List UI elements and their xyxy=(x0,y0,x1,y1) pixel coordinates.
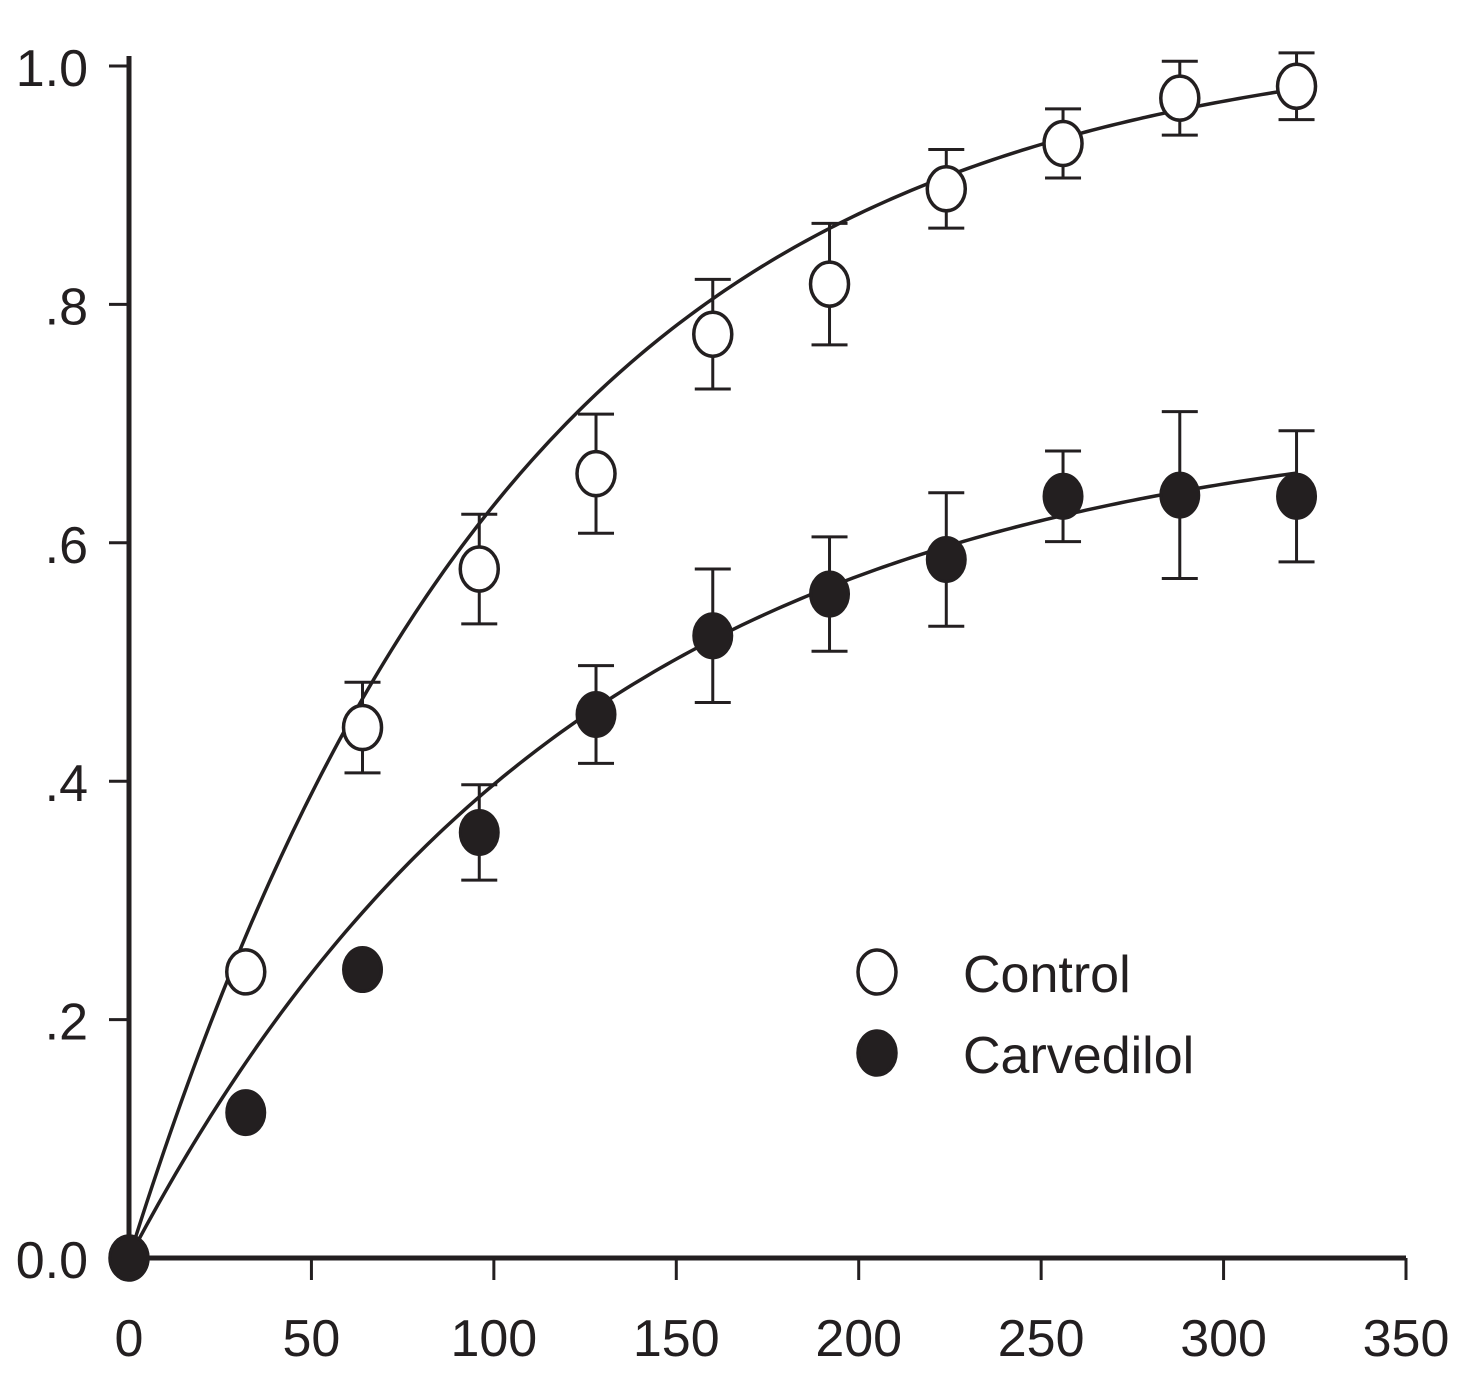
carvedilol-point xyxy=(692,612,734,660)
control-point xyxy=(225,948,267,996)
y-tick-label: .2 xyxy=(45,994,88,1052)
x-tick-label: 0 xyxy=(115,1310,144,1368)
control-point xyxy=(575,449,617,498)
control-point xyxy=(458,545,501,593)
y-tick-label: .4 xyxy=(45,755,88,813)
control-point xyxy=(808,260,851,308)
control-point xyxy=(1159,74,1201,122)
legend-marker-control xyxy=(856,948,898,996)
x-tick-label: 100 xyxy=(450,1310,537,1368)
x-tick-label: 350 xyxy=(1363,1310,1450,1368)
y-tick-label: .8 xyxy=(45,278,88,336)
control-point xyxy=(925,165,968,213)
carvedilol-point xyxy=(1042,472,1084,520)
carvedilol-point xyxy=(1159,471,1201,519)
x-tick-label: 300 xyxy=(1180,1310,1267,1368)
carvedilol-point xyxy=(458,808,500,856)
legend-marker-carvedilol xyxy=(856,1029,898,1077)
x-tick-label: 250 xyxy=(998,1310,1085,1368)
carvedilol-point xyxy=(925,535,967,583)
control-point xyxy=(1275,62,1318,111)
carvedilol-point xyxy=(809,570,851,618)
x-tick-label: 150 xyxy=(633,1310,720,1368)
carvedilol-point xyxy=(575,690,617,738)
y-tick-label: 1.0 xyxy=(16,40,88,98)
carvedilol-point xyxy=(1276,472,1318,520)
legend: Control Carvedilol xyxy=(856,946,1194,1085)
x-tick-label: 50 xyxy=(283,1310,341,1368)
legend-label-carvedilol: Carvedilol xyxy=(963,1027,1194,1085)
y-tick-label: 0.0 xyxy=(16,1232,88,1290)
control-point xyxy=(692,310,734,358)
x-tick-label: 200 xyxy=(815,1310,902,1368)
axes: 0 50 100 150 200 250 300 350 0.0 .2 .4 .6 .8 1.0 xyxy=(16,40,1450,1368)
carvedilol-point xyxy=(342,946,384,994)
carvedilol-point xyxy=(225,1089,267,1137)
legend-label-control: Control xyxy=(963,946,1131,1004)
control-point xyxy=(1042,119,1084,168)
data-points xyxy=(108,62,1318,1282)
carvedilol-point xyxy=(108,1234,150,1282)
y-tick-label: .6 xyxy=(45,517,88,575)
error-bars xyxy=(344,51,1315,882)
control-point xyxy=(341,703,384,752)
